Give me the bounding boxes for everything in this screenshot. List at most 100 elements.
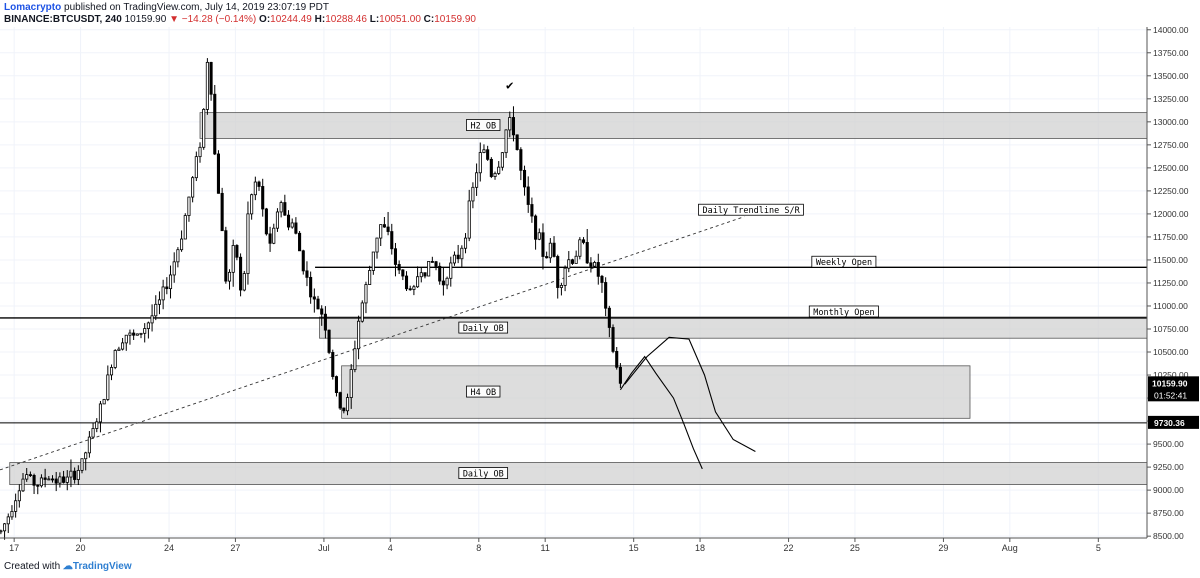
h2-ob-zone	[199, 112, 1148, 139]
candle-down	[615, 350, 619, 368]
price-tick-label: 12750.00	[1153, 140, 1189, 150]
support-price-badge	[1148, 415, 1199, 429]
candle-up	[419, 272, 423, 278]
price-tick-label: 12000.00	[1153, 209, 1189, 219]
candle-down	[386, 226, 390, 232]
h2-ob-label: H2 OB	[470, 122, 496, 132]
candle-up	[463, 237, 468, 249]
candle-up	[467, 200, 471, 239]
price-axis[interactable]: 8500.008750.009000.009250.009500.009750.…	[1147, 25, 1199, 541]
candle-down	[312, 296, 316, 300]
candle-up	[563, 267, 567, 286]
candle-up	[146, 322, 150, 329]
candle-up	[460, 247, 464, 260]
price-tick-label: 13500.00	[1153, 71, 1189, 81]
candle-down	[522, 169, 527, 188]
candle-up	[449, 262, 453, 279]
candle-up	[25, 474, 29, 480]
price-tick-label: 10750.00	[1153, 324, 1189, 334]
candle-down	[331, 352, 335, 377]
candle-down	[264, 208, 268, 235]
candle-down	[611, 327, 615, 352]
candle-down	[28, 474, 32, 476]
candle-up	[80, 458, 84, 471]
h2-ob-label-group: H2 OB	[466, 119, 501, 132]
candle-down	[401, 269, 405, 277]
zones-layer	[9, 112, 1148, 485]
candle-up	[416, 276, 420, 288]
candle-down	[408, 288, 412, 291]
candle-down	[541, 232, 545, 257]
candle-down	[165, 286, 169, 290]
daily-ob-low-label-group: Daily OB	[458, 467, 509, 480]
trendline-label-box	[698, 203, 804, 216]
candle-up	[183, 215, 187, 240]
candle-up	[275, 211, 280, 229]
candle-down	[261, 186, 265, 210]
symbol-label[interactable]: BINANCE:BTCUSDT, 240	[4, 14, 122, 25]
candle-up	[128, 332, 132, 336]
candle-up	[106, 374, 110, 400]
weekly-open-label-group: Weekly Open	[811, 255, 877, 268]
time-tick-label: 22	[784, 543, 794, 553]
price-tick-label: 10250.00	[1153, 370, 1189, 380]
candle-down	[430, 261, 434, 263]
h4-ob-label-group: H4 OB	[466, 385, 501, 398]
candle-up	[272, 227, 276, 244]
time-tick-label: Jul	[318, 543, 330, 553]
candle-down	[220, 192, 224, 232]
candle-down	[224, 230, 228, 282]
daily-ob-low-label: Daily OB	[463, 470, 504, 480]
candle-up	[139, 332, 143, 335]
candle-down	[530, 204, 534, 217]
candle-up	[353, 348, 357, 370]
candle-down	[216, 153, 220, 194]
author-name[interactable]: Lomacrypto	[4, 2, 62, 13]
candle-up	[375, 237, 379, 253]
price-tick-label: 8500.00	[1153, 531, 1184, 541]
candles-layer	[0, 58, 622, 540]
countdown-badge-value: 01:52:41	[1154, 390, 1187, 400]
trendline-label-group: Daily Trendline S/R	[698, 203, 804, 216]
monthly-open-label-group: Monthly Open	[808, 305, 879, 318]
candle-down	[618, 366, 622, 384]
chart-header: Lomacrypto published on TradingView.com,…	[4, 2, 476, 26]
daily-ob-mid-label-box	[458, 321, 509, 334]
tradingview-brand[interactable]: TradingView	[72, 561, 132, 572]
price-tick-label: 9250.00	[1153, 462, 1184, 472]
candle-down	[570, 259, 575, 264]
candle-up	[168, 274, 173, 290]
candle-up	[202, 109, 206, 148]
time-tick-label: 4	[388, 543, 393, 553]
candle-down	[334, 376, 339, 393]
candle-up	[117, 348, 121, 351]
candle-down	[286, 214, 291, 228]
candle-up	[187, 196, 191, 216]
time-axis[interactable]: 17 20 24 27 Jul 4 8 11 15 18 22 25 29 Aug 5	[9, 538, 1101, 553]
daily-ob-zone-low	[9, 462, 1148, 485]
candle-up	[578, 239, 582, 257]
time-tick-label: 18	[695, 543, 705, 553]
checkmark-icon: ✔	[505, 80, 514, 93]
candle-down	[585, 242, 589, 264]
tradingview-logo-icon[interactable]: ☁	[62, 561, 73, 572]
candle-up	[69, 470, 73, 478]
candle-down	[213, 93, 217, 155]
candle-up	[379, 224, 383, 239]
candle-up	[471, 186, 475, 202]
price-tick-label: 11000.00	[1153, 301, 1188, 311]
candle-down	[604, 282, 608, 309]
candle-down	[515, 134, 519, 151]
candle-up	[253, 181, 257, 196]
candle-down	[43, 477, 47, 480]
candle-up	[176, 249, 180, 263]
price-tick-label: 9000.00	[1153, 485, 1184, 495]
candle-up	[113, 350, 117, 368]
candle-up	[76, 469, 80, 480]
candle-down	[305, 270, 309, 278]
candle-down	[73, 470, 77, 480]
candle-up	[427, 261, 431, 277]
candle-up	[290, 222, 294, 228]
candle-down	[393, 248, 398, 265]
